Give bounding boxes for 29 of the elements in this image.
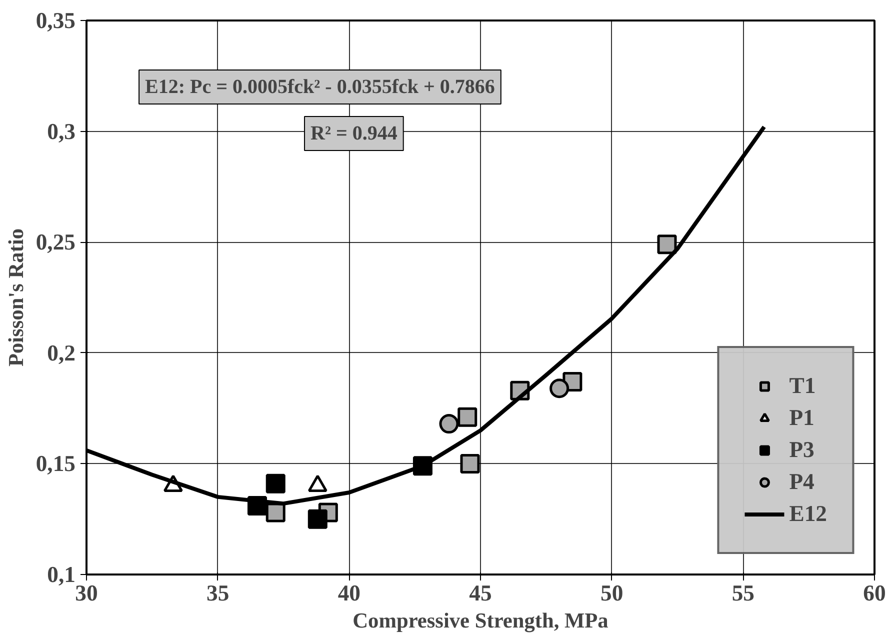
point: [439, 414, 459, 434]
point: [458, 407, 478, 427]
legend-label: T1: [789, 373, 816, 399]
annotation: R² = 0.944: [310, 122, 398, 145]
y-tick-label: 0,1: [47, 562, 76, 587]
y-tick-label: 0,2: [47, 340, 76, 366]
y-tick-label: 0,15: [36, 451, 76, 476]
legend-label: P3: [789, 437, 814, 463]
x-tick-label: 30: [75, 580, 98, 606]
legend-label: E12: [789, 501, 827, 527]
y-tick-label: 0,3: [47, 118, 76, 144]
x-axis-title: Compressive Strength, MPa: [352, 608, 609, 632]
x-tick-label: 60: [863, 580, 886, 606]
point: [266, 474, 286, 494]
point: [550, 378, 570, 398]
y-tick-label: 0,25: [36, 230, 76, 255]
point: [460, 454, 480, 474]
point: [308, 509, 328, 529]
x-tick-label: 55: [732, 580, 754, 606]
annotation: E12: Pc = 0.0005fck² - 0.0355fck + 0.7866: [145, 76, 495, 98]
y-axis-title: Poisson's Ratio: [4, 228, 28, 367]
x-tick-label: 35: [206, 580, 230, 606]
y-tick-label: 0,35: [36, 8, 76, 33]
legend-label: P1: [789, 405, 814, 431]
point: [657, 234, 677, 254]
legend-label: P4: [789, 469, 814, 495]
x-tick-label: 40: [338, 580, 360, 606]
x-tick-label: 45: [469, 580, 492, 606]
x-tick-label: 50: [600, 580, 624, 606]
